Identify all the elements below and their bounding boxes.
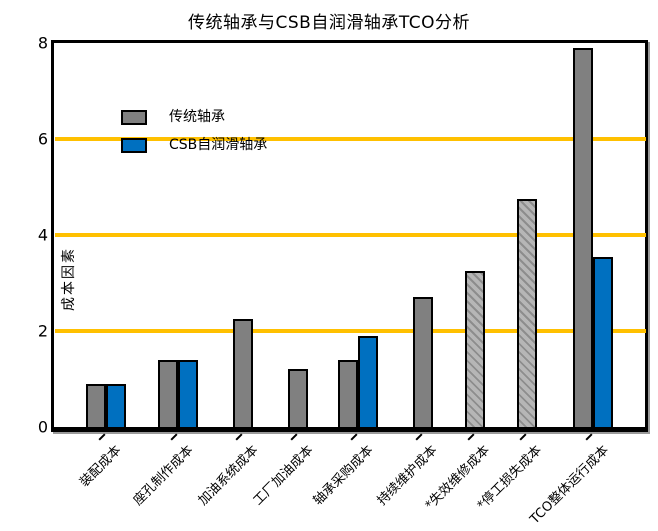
legend-swatch-csb — [121, 137, 147, 153]
bar-csb-8 — [593, 257, 613, 427]
gridline-2 — [55, 329, 646, 333]
x-tick-mark-1 — [170, 433, 178, 441]
bar-traditional-4 — [338, 360, 358, 427]
y-axis-title: 成本因素 — [61, 247, 77, 311]
y-tick-label-4: 4 — [37, 225, 48, 245]
y-tick-label-8: 8 — [37, 33, 48, 53]
bar-traditional-8 — [573, 48, 593, 427]
x-tick-label-1: 座孔制作成本 — [130, 442, 197, 509]
chart-title: 传统轴承与CSB自润滑轴承TCO分析 — [188, 13, 470, 33]
x-tick-label-4: 轴承采购成本 — [310, 442, 377, 509]
bar-traditional-3 — [288, 369, 308, 427]
bar-traditional-7 — [516, 199, 537, 427]
bar-traditional-6 — [464, 271, 485, 427]
bar-traditional-5 — [412, 297, 433, 427]
x-tick-mark-2 — [235, 433, 243, 441]
bar-traditional-1 — [158, 360, 178, 427]
bar-traditional-0 — [86, 384, 106, 427]
gridline-6 — [55, 137, 646, 141]
y-tick-label-2: 2 — [37, 321, 48, 341]
y-tick-label-0: 0 — [37, 417, 48, 437]
legend-label-csb: CSB自润滑轴承 — [169, 137, 268, 153]
x-tick-mark-8 — [585, 433, 593, 441]
x-tick-label-0: 装配成本 — [77, 442, 125, 491]
bar-csb-0 — [106, 384, 126, 427]
bar-csb-4 — [358, 336, 378, 427]
legend-item-csb: CSB自润滑轴承 — [121, 133, 267, 157]
x-tick-mark-3 — [290, 433, 298, 441]
legend-item-traditional: 传统轴承 — [121, 105, 267, 129]
legend-swatch-traditional — [121, 109, 147, 125]
x-tick-mark-0 — [98, 433, 106, 441]
legend: 传统轴承 CSB自润滑轴承 — [121, 105, 267, 161]
y-tick-label-6: 6 — [37, 129, 48, 149]
legend-label-traditional: 传统轴承 — [169, 109, 225, 125]
x-tick-mark-4 — [350, 433, 358, 441]
plot-area: 成本因素 传统轴承 CSB自润滑轴承 — [54, 43, 648, 427]
x-tick-mark-7 — [518, 433, 527, 441]
gridline-4 — [55, 233, 646, 237]
x-tick-mark-6 — [466, 433, 475, 441]
bar-csb-1 — [178, 360, 198, 427]
bar-traditional-2 — [233, 319, 253, 427]
x-tick-mark-5 — [414, 433, 423, 441]
